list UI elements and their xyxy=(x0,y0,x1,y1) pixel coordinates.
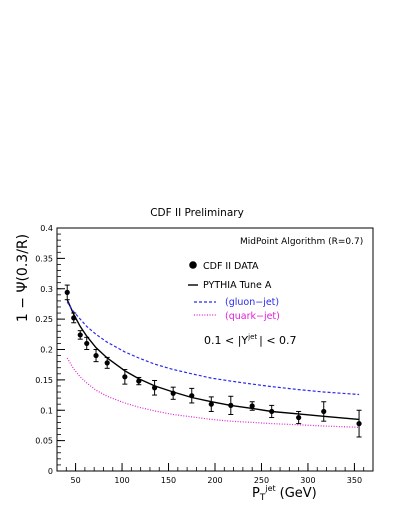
data-point xyxy=(189,393,195,399)
axis-ticks: 0 0.05 0.1 0.15 0.2 0.25 0.3 0.35 0.4 50 100 150 200… xyxy=(35,224,374,485)
data-point xyxy=(71,315,77,321)
y-tick-label: 0.1 xyxy=(40,406,53,415)
x-axis-label-sup: jet xyxy=(264,484,275,493)
data-point xyxy=(64,289,70,295)
y-tick-label: 0.15 xyxy=(35,376,53,385)
algorithm-label: MidPoint Algorithm (R=0.7) xyxy=(240,237,363,247)
data-point xyxy=(356,421,362,427)
rapidity-cut-prefix: 0.1 < |Y xyxy=(204,334,248,347)
legend-label-pythia: PYTHIA Tune A xyxy=(203,280,272,291)
x-tick-label: 50 xyxy=(70,476,80,485)
data-point xyxy=(84,340,90,347)
data-point xyxy=(77,332,83,338)
y-tick-label: 0.05 xyxy=(35,437,53,446)
data-point xyxy=(136,378,142,384)
x-tick-label: 100 xyxy=(114,476,129,485)
data-point xyxy=(122,374,128,380)
x-tick-label: 300 xyxy=(300,476,315,485)
legend-marker-data xyxy=(189,261,197,269)
y-tick-label: 0.2 xyxy=(40,346,53,355)
gluon-jet-curve xyxy=(66,301,360,396)
x-tick-label: 350 xyxy=(347,476,362,485)
y-tick-label: 0.4 xyxy=(40,224,53,233)
rapidity-cut-suffix: | < 0.7 xyxy=(259,334,296,347)
series-curves xyxy=(66,299,360,428)
x-axis-label: PTjet (GeV) xyxy=(252,484,317,503)
data-point xyxy=(170,390,176,396)
x-axis-label-main: P xyxy=(252,486,260,501)
data-point xyxy=(269,408,275,415)
data-point xyxy=(228,402,234,408)
y-tick-label: 0.25 xyxy=(35,315,53,324)
y-axis-label: 1 − Ψ(0.3/R) xyxy=(15,234,31,322)
data-point xyxy=(296,414,302,421)
x-tick-label: 250 xyxy=(254,476,269,485)
x-axis-label-sub: T xyxy=(259,493,266,503)
y-tick-label: 0 xyxy=(48,467,53,476)
data-point xyxy=(249,403,255,409)
data-point xyxy=(321,408,327,415)
pythia-curve xyxy=(66,299,360,421)
quark-jet-curve xyxy=(66,357,360,428)
data-point xyxy=(208,401,214,407)
rapidity-cut-sup: jet xyxy=(247,333,257,341)
legend-label-gluon: (gluon−jet) xyxy=(225,297,279,308)
data-point xyxy=(151,385,158,391)
data-points xyxy=(64,284,362,438)
rapidity-cut-label: 0.1 < |Yjet | < 0.7 xyxy=(204,333,297,347)
legend-label-quark: (quark−jet) xyxy=(225,311,280,322)
legend: CDF II DATA PYTHIA Tune A (gluon−jet) (q… xyxy=(188,261,280,322)
data-point xyxy=(93,352,99,359)
x-tick-label: 200 xyxy=(207,476,222,485)
y-tick-label: 0.3 xyxy=(40,285,53,294)
chart-title: CDF II Preliminary xyxy=(150,207,244,219)
data-point xyxy=(104,360,110,366)
x-axis-label-unit: (GeV) xyxy=(280,486,317,501)
y-tick-label: 0.35 xyxy=(35,254,53,263)
legend-label-data: CDF II DATA xyxy=(203,261,259,272)
x-tick-label: 150 xyxy=(161,476,176,485)
